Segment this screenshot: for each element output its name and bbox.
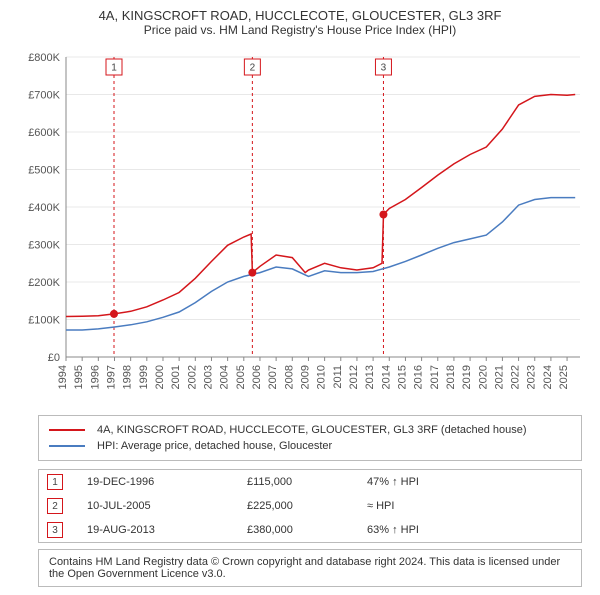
svg-text:2016: 2016 — [413, 365, 425, 389]
svg-text:2013: 2013 — [364, 365, 376, 389]
sale-price: £225,000 — [247, 500, 367, 512]
svg-text:2012: 2012 — [348, 365, 360, 389]
chart-subtitle: Price paid vs. HM Land Registry's House … — [10, 23, 590, 37]
sale-price: £380,000 — [247, 524, 367, 536]
svg-text:£700K: £700K — [28, 90, 60, 102]
sale-date: 19-DEC-1996 — [87, 476, 247, 488]
svg-text:2008: 2008 — [283, 365, 295, 389]
sale-vs-hpi: ≈ HPI — [367, 500, 487, 512]
svg-text:2019: 2019 — [461, 365, 473, 389]
svg-text:3: 3 — [381, 63, 387, 74]
legend-label-hpi: HPI: Average price, detached house, Glou… — [97, 440, 332, 452]
svg-text:2024: 2024 — [542, 365, 554, 389]
svg-text:2009: 2009 — [299, 365, 311, 389]
svg-text:2003: 2003 — [202, 365, 214, 389]
svg-text:2002: 2002 — [186, 365, 198, 389]
svg-text:2020: 2020 — [477, 365, 489, 389]
svg-text:2004: 2004 — [219, 365, 231, 389]
svg-text:1994: 1994 — [57, 365, 69, 389]
svg-text:£600K: £600K — [28, 127, 60, 139]
svg-text:£200K: £200K — [28, 277, 60, 289]
svg-text:£400K: £400K — [28, 202, 60, 214]
svg-text:1999: 1999 — [138, 365, 150, 389]
svg-text:2017: 2017 — [429, 365, 441, 389]
svg-text:1998: 1998 — [122, 365, 134, 389]
svg-text:£800K: £800K — [28, 52, 60, 64]
legend-label-property: 4A, KINGSCROFT ROAD, HUCCLECOTE, GLOUCES… — [97, 424, 527, 436]
svg-text:£500K: £500K — [28, 165, 60, 177]
svg-text:1: 1 — [111, 63, 117, 74]
svg-text:2018: 2018 — [445, 365, 457, 389]
chart-title: 4A, KINGSCROFT ROAD, HUCCLECOTE, GLOUCES… — [10, 8, 590, 23]
sales-row: 1 19-DEC-1996£115,00047% ↑ HPI — [39, 470, 581, 494]
svg-text:2015: 2015 — [396, 365, 408, 389]
sale-price: £115,000 — [247, 476, 367, 488]
svg-text:2023: 2023 — [526, 365, 538, 389]
svg-text:2011: 2011 — [332, 365, 344, 389]
legend-swatch-property — [49, 429, 85, 431]
svg-text:£0: £0 — [48, 352, 60, 364]
svg-text:2007: 2007 — [267, 365, 279, 389]
chart-area: £0 £100K £200K £300K £400K £500K £600K £700K £80… — [10, 47, 590, 407]
sale-marker-3: 3 — [47, 522, 63, 538]
sales-row: 2 10-JUL-2005£225,000≈ HPI — [39, 494, 581, 518]
svg-text:2001: 2001 — [170, 365, 182, 389]
svg-text:£300K: £300K — [28, 240, 60, 252]
sale-date: 10-JUL-2005 — [87, 500, 247, 512]
chart-container: 4A, KINGSCROFT ROAD, HUCCLECOTE, GLOUCES… — [0, 0, 600, 595]
svg-text:2021: 2021 — [493, 365, 505, 389]
svg-text:1995: 1995 — [73, 365, 85, 389]
svg-text:1996: 1996 — [89, 365, 101, 389]
sale-marker-2: 2 — [47, 498, 63, 514]
svg-text:2005: 2005 — [235, 365, 247, 389]
legend: 4A, KINGSCROFT ROAD, HUCCLECOTE, GLOUCES… — [38, 415, 582, 461]
sale-vs-hpi: 63% ↑ HPI — [367, 524, 487, 536]
legend-item-property: 4A, KINGSCROFT ROAD, HUCCLECOTE, GLOUCES… — [49, 422, 571, 438]
svg-text:£100K: £100K — [28, 315, 60, 327]
sale-vs-hpi: 47% ↑ HPI — [367, 476, 487, 488]
legend-swatch-hpi — [49, 445, 85, 447]
sale-marker-1: 1 — [47, 474, 63, 490]
svg-text:2010: 2010 — [316, 365, 328, 389]
svg-text:1997: 1997 — [105, 365, 117, 389]
svg-text:2022: 2022 — [510, 365, 522, 389]
svg-text:2006: 2006 — [251, 365, 263, 389]
legend-item-hpi: HPI: Average price, detached house, Glou… — [49, 438, 571, 454]
svg-text:2: 2 — [250, 63, 256, 74]
line-chart: £0 £100K £200K £300K £400K £500K £600K £700K £80… — [10, 47, 590, 407]
sales-table: 1 19-DEC-1996£115,00047% ↑ HPI 2 10-JUL-200… — [38, 469, 582, 543]
sales-row: 3 19-AUG-2013£380,00063% ↑ HPI — [39, 518, 581, 542]
svg-text:2014: 2014 — [380, 365, 392, 389]
footer-note: Contains HM Land Registry data © Crown c… — [38, 549, 582, 587]
sale-date: 19-AUG-2013 — [87, 524, 247, 536]
svg-text:2025: 2025 — [558, 365, 570, 389]
svg-text:2000: 2000 — [154, 365, 166, 389]
